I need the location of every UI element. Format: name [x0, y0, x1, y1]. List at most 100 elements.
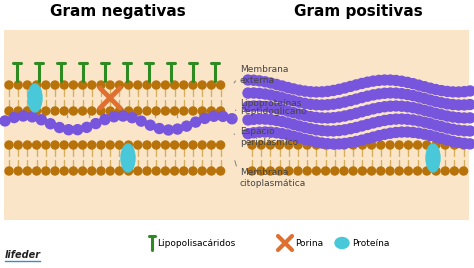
Circle shape [60, 107, 68, 115]
Circle shape [294, 133, 304, 143]
Circle shape [454, 87, 464, 97]
Circle shape [368, 141, 375, 149]
Circle shape [386, 141, 394, 149]
Circle shape [363, 105, 373, 115]
Circle shape [115, 167, 123, 175]
Circle shape [260, 77, 270, 87]
Circle shape [391, 101, 401, 111]
Circle shape [311, 125, 321, 135]
Circle shape [171, 107, 179, 115]
Circle shape [425, 131, 435, 140]
Circle shape [465, 99, 474, 110]
Circle shape [217, 107, 225, 115]
Circle shape [257, 167, 265, 175]
Circle shape [180, 81, 188, 89]
Circle shape [91, 118, 101, 129]
Circle shape [217, 141, 225, 149]
Circle shape [191, 117, 201, 127]
Circle shape [404, 167, 412, 175]
Circle shape [33, 141, 41, 149]
Circle shape [340, 125, 350, 135]
Circle shape [255, 76, 264, 86]
Circle shape [460, 167, 467, 175]
Circle shape [272, 79, 282, 90]
Circle shape [358, 141, 366, 149]
Circle shape [182, 121, 191, 131]
Circle shape [397, 89, 407, 99]
Circle shape [441, 141, 449, 149]
Circle shape [143, 141, 151, 149]
Circle shape [385, 115, 395, 125]
Circle shape [249, 128, 259, 138]
Circle shape [323, 86, 333, 96]
Circle shape [145, 120, 155, 130]
Circle shape [266, 127, 276, 137]
Circle shape [414, 80, 424, 90]
Circle shape [198, 141, 206, 149]
Circle shape [97, 107, 105, 115]
Circle shape [397, 127, 407, 137]
Circle shape [79, 167, 87, 175]
Circle shape [189, 167, 197, 175]
Circle shape [272, 128, 282, 138]
Circle shape [51, 141, 59, 149]
Circle shape [152, 141, 160, 149]
Circle shape [277, 129, 287, 139]
Circle shape [385, 128, 395, 138]
Circle shape [414, 92, 424, 102]
Circle shape [227, 114, 237, 124]
Circle shape [106, 81, 114, 89]
Circle shape [46, 119, 55, 129]
Circle shape [391, 76, 401, 85]
Circle shape [294, 141, 302, 149]
Circle shape [328, 113, 338, 123]
Circle shape [69, 167, 77, 175]
FancyBboxPatch shape [4, 30, 469, 220]
Circle shape [397, 76, 407, 86]
Circle shape [311, 87, 321, 97]
Circle shape [180, 107, 188, 115]
Circle shape [283, 118, 293, 128]
Text: Proteína: Proteína [352, 239, 389, 248]
Circle shape [448, 87, 458, 97]
Circle shape [82, 122, 92, 132]
Circle shape [380, 88, 390, 98]
Circle shape [294, 109, 304, 119]
Circle shape [277, 117, 287, 126]
Circle shape [143, 107, 151, 115]
Circle shape [374, 103, 384, 113]
Circle shape [42, 107, 50, 115]
Circle shape [419, 82, 429, 92]
Circle shape [14, 167, 22, 175]
Circle shape [357, 79, 367, 88]
Text: Membrana
externa: Membrana externa [234, 65, 288, 85]
Circle shape [88, 107, 96, 115]
Circle shape [334, 139, 344, 149]
Circle shape [33, 81, 41, 89]
Circle shape [283, 83, 293, 92]
Circle shape [363, 91, 373, 101]
Circle shape [437, 122, 447, 132]
Circle shape [300, 134, 310, 144]
Circle shape [272, 116, 282, 125]
Circle shape [328, 139, 338, 149]
Circle shape [377, 141, 385, 149]
Circle shape [198, 167, 206, 175]
Circle shape [200, 113, 210, 123]
Circle shape [79, 81, 87, 89]
Circle shape [300, 110, 310, 121]
Circle shape [454, 100, 464, 110]
Circle shape [423, 167, 431, 175]
Circle shape [431, 108, 441, 118]
Circle shape [14, 81, 22, 89]
Circle shape [51, 81, 59, 89]
Circle shape [283, 94, 293, 104]
Circle shape [125, 81, 133, 89]
Circle shape [42, 141, 50, 149]
Circle shape [69, 81, 77, 89]
Circle shape [255, 114, 264, 124]
Circle shape [5, 81, 13, 89]
Circle shape [363, 77, 373, 87]
Circle shape [266, 102, 276, 112]
Circle shape [442, 111, 452, 121]
